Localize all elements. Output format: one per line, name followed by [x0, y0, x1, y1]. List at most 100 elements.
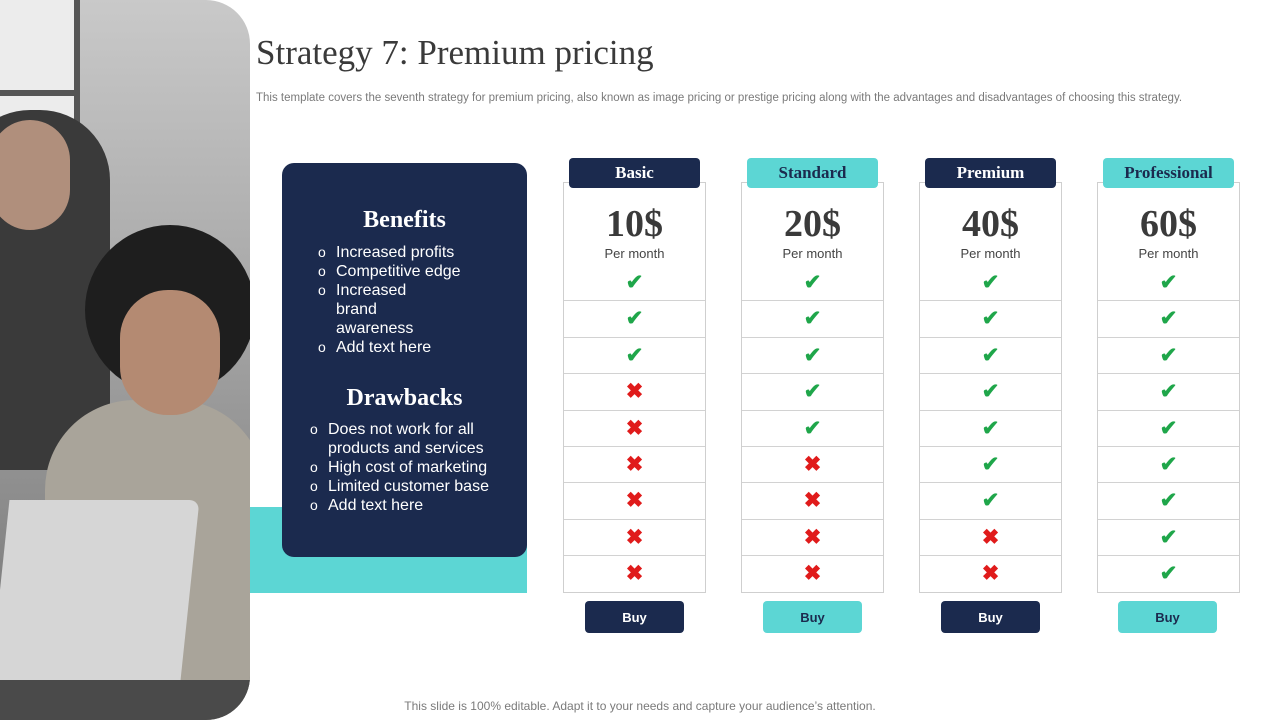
drawback-item: High cost of marketing: [308, 458, 523, 477]
checkmark-icon: ✔: [981, 417, 1000, 440]
checkmark-icon: ✔: [803, 380, 822, 403]
slide-subtitle: This template covers the seventh strateg…: [256, 92, 1183, 104]
feature-row: ✔: [1098, 410, 1239, 446]
feature-row: ✖: [564, 410, 705, 446]
checkmark-icon: ✔: [981, 380, 1000, 403]
feature-row: ✔: [1098, 264, 1239, 300]
plan-period: Per month: [1138, 246, 1199, 261]
plan-card: 20$ Per month ✔ ✔ ✔ ✔ ✔ ✖ ✖ ✖ ✖: [741, 182, 884, 593]
benefit-item: Increased profits: [316, 243, 516, 262]
buy-professional-button[interactable]: Buy: [1118, 601, 1217, 633]
plan-name-professional: Professional: [1103, 158, 1234, 188]
cross-icon: ✖: [625, 453, 644, 476]
checkmark-icon: ✔: [625, 307, 644, 330]
checkmark-icon: ✔: [981, 270, 1000, 294]
feature-row: ✖: [742, 482, 883, 518]
feature-row: ✔: [564, 300, 705, 336]
cross-icon: ✖: [803, 489, 822, 512]
feature-row: ✔: [1098, 482, 1239, 518]
benefit-item: Add text here: [316, 338, 516, 357]
drawback-item: Does not work for all products and servi…: [308, 420, 488, 458]
feature-row: ✖: [742, 446, 883, 482]
plan-name-premium: Premium: [925, 158, 1056, 188]
cross-icon: ✖: [803, 562, 822, 585]
slide-footer: This slide is 100% editable. Adapt it to…: [404, 699, 876, 713]
cross-icon: ✖: [625, 380, 644, 403]
feature-row: ✖: [920, 519, 1061, 555]
feature-row: ✔: [920, 300, 1061, 336]
checkmark-icon: ✔: [803, 307, 822, 330]
feature-row: ✖: [742, 555, 883, 591]
checkmark-icon: ✔: [1159, 417, 1178, 440]
feature-row: ✔: [742, 264, 883, 300]
checkmark-icon: ✔: [625, 344, 644, 367]
benefit-item: Increased brand awareness: [316, 281, 446, 338]
cross-icon: ✖: [625, 526, 644, 549]
plan-card: 60$ Per month ✔ ✔ ✔ ✔ ✔ ✔ ✔ ✔ ✔: [1097, 182, 1240, 593]
feature-row: ✔: [742, 373, 883, 409]
buy-basic-button[interactable]: Buy: [585, 601, 684, 633]
feature-row: ✔: [920, 446, 1061, 482]
feature-row: ✔: [564, 264, 705, 300]
desk: [0, 680, 250, 720]
feature-row: ✔: [1098, 446, 1239, 482]
plan-period: Per month: [604, 246, 665, 261]
checkmark-icon: ✔: [981, 307, 1000, 330]
feature-row: ✔: [920, 373, 1061, 409]
checkmark-icon: ✔: [1159, 270, 1178, 294]
plan-name-basic: Basic: [569, 158, 700, 188]
people-photo: [0, 0, 250, 720]
feature-row: ✖: [742, 519, 883, 555]
feature-row: ✖: [564, 519, 705, 555]
feature-row: ✔: [1098, 519, 1239, 555]
feature-row: ✔: [920, 482, 1061, 518]
feature-row: ✔: [742, 337, 883, 373]
cross-icon: ✖: [625, 489, 644, 512]
buy-standard-button[interactable]: Buy: [763, 601, 862, 633]
feature-row: ✔: [920, 264, 1061, 300]
drawback-item: Limited customer base: [308, 477, 523, 496]
plan-name-standard: Standard: [747, 158, 878, 188]
buy-premium-button[interactable]: Buy: [941, 601, 1040, 633]
plan-card: 10$ Per month ✔ ✔ ✔ ✖ ✖ ✖ ✖ ✖ ✖: [563, 182, 706, 593]
feature-row: ✔: [564, 337, 705, 373]
feature-row: ✔: [1098, 555, 1239, 591]
feature-row: ✔: [1098, 300, 1239, 336]
feature-row: ✖: [564, 482, 705, 518]
feature-row: ✔: [742, 410, 883, 446]
checkmark-icon: ✔: [1159, 453, 1178, 476]
feature-row: ✔: [920, 410, 1061, 446]
cross-icon: ✖: [803, 526, 822, 549]
checkmark-icon: ✔: [1159, 562, 1178, 585]
benefits-list: Increased profits Competitive edge Incre…: [316, 243, 516, 357]
checkmark-icon: ✔: [1159, 526, 1178, 549]
plan-price: 20$: [784, 203, 841, 245]
checkmark-icon: ✔: [1159, 489, 1178, 512]
plan-card: 40$ Per month ✔ ✔ ✔ ✔ ✔ ✔ ✔ ✖ ✖: [919, 182, 1062, 593]
slide-title: Strategy 7: Premium pricing: [256, 33, 654, 72]
checkmark-icon: ✔: [803, 270, 822, 294]
cross-icon: ✖: [981, 526, 1000, 549]
plan-price: 10$: [606, 203, 663, 245]
checkmark-icon: ✔: [981, 489, 1000, 512]
benefits-drawbacks-panel: Benefits Increased profits Competitive e…: [282, 163, 527, 557]
feature-row: ✖: [920, 555, 1061, 591]
feature-row: ✔: [920, 337, 1061, 373]
benefits-heading: Benefits: [363, 207, 446, 233]
plan-period: Per month: [782, 246, 843, 261]
plan-price: 40$: [962, 203, 1019, 245]
standing-person-face: [0, 120, 70, 230]
laptop: [0, 500, 200, 680]
cross-icon: ✖: [625, 562, 644, 585]
drawback-item: Add text here: [308, 496, 523, 515]
checkmark-icon: ✔: [1159, 344, 1178, 367]
plan-price: 60$: [1140, 203, 1197, 245]
benefit-item: Competitive edge: [316, 262, 516, 281]
checkmark-icon: ✔: [803, 417, 822, 440]
feature-row: ✔: [1098, 373, 1239, 409]
feature-row: ✖: [564, 446, 705, 482]
checkmark-icon: ✔: [803, 344, 822, 367]
seated-person-face: [120, 290, 220, 415]
drawbacks-heading: Drawbacks: [346, 385, 463, 411]
feature-row: ✔: [742, 300, 883, 336]
